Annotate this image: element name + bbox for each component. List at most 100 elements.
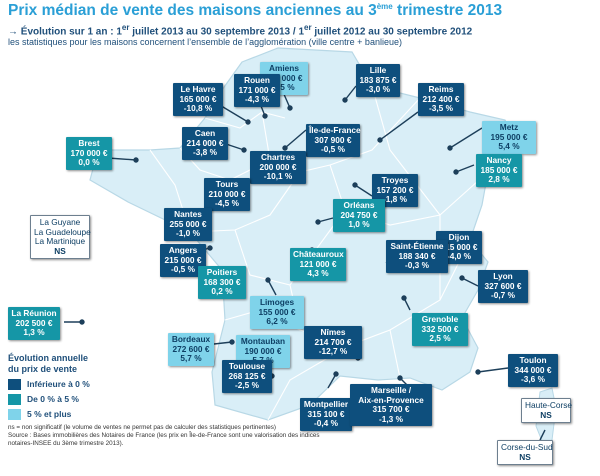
callout-reims: Reims 212 400 € -3,5 % <box>418 83 464 116</box>
callout-nimes-price: 214 700 € <box>314 336 352 347</box>
overseas-ns: NS <box>54 245 66 256</box>
callout-lareunion-change: 1,3 % <box>23 327 45 338</box>
callout-poitiers-change: 0,2 % <box>211 286 233 297</box>
legend-label-mid: De 0 % à 5 % <box>27 394 79 404</box>
legend-label-positive: 5 % et plus <box>27 409 72 419</box>
leader-caen <box>225 143 245 151</box>
callout-montpellier: Montpellier 315 100 € -0,4 % <box>300 398 352 431</box>
dot-lyon <box>459 275 465 281</box>
callout-marseille-name: Marseille / <box>370 385 412 395</box>
dot-bordeaux <box>229 339 235 345</box>
callout-troyes-price: 157 200 € <box>376 184 414 195</box>
callout-lyon-change: -0,7 % <box>491 290 515 301</box>
callout-limoges-change: 6,2 % <box>266 316 288 327</box>
callout-lille-change: -3,0 % <box>366 84 390 95</box>
callout-reims-change: -3,5 % <box>429 103 453 114</box>
callout-caen-change: -3,8 % <box>193 147 217 158</box>
callout-chartres-name: Chartres <box>260 152 296 162</box>
callout-marseille-name-1: Aix-en-Provence <box>358 394 424 405</box>
dot-marseille <box>397 375 403 381</box>
callout-orleans-price: 204 750 € <box>340 209 378 220</box>
note-source: Source : Bases immobilières des Notaires… <box>8 432 320 447</box>
callout-chartres: Chartres 200 000 € -10,1 % <box>250 151 306 184</box>
callout-bordeaux-price: 272 600 € <box>172 343 210 354</box>
callout-marseille-change: -1,3 % <box>379 413 403 424</box>
callout-caen-name: Caen <box>194 128 216 138</box>
dot-rouen <box>262 113 268 119</box>
callout-amiens-name: Amiens <box>269 63 299 73</box>
subtitle-sup2: er <box>304 23 312 32</box>
callout-orleans-change: 1,0 % <box>348 219 370 230</box>
callout-metz-price: 195 000 € <box>490 131 528 142</box>
callout-nancy-change: 2,8 % <box>488 174 510 185</box>
dot-limoges <box>265 277 271 283</box>
callout-rouen: Rouen 171 000 € -4,3 % <box>234 74 280 107</box>
title-main: Prix médian de vente des maisons ancienn… <box>8 2 377 20</box>
leader-corsedusud <box>539 429 546 441</box>
legend-swatch-mid <box>8 394 21 406</box>
corsedusud-box: Corse-du-Sud NS <box>497 440 553 466</box>
subtitle-part2: juillet 2013 au 30 septembre 2013 / 1 <box>129 26 305 38</box>
callout-rouen-price: 171 000 € <box>238 84 276 95</box>
callout-iledefrance-change: -0,5 % <box>321 144 345 155</box>
callout-toulon: Toulon 344 000 € -3,6 % <box>508 354 558 387</box>
callout-angers-change: -0,5 % <box>171 264 195 275</box>
callout-orleans-name: Orléans <box>343 200 375 210</box>
hautecorse-ns: NS <box>540 409 552 420</box>
callout-toulon-change: -3,6 % <box>521 374 545 385</box>
callout-angers-price: 215 000 € <box>164 254 202 265</box>
callout-dijon-price: 215 000 € <box>440 241 478 252</box>
hautecorse-box: Haute-Corse NS <box>521 398 572 424</box>
callout-chartres-price: 200 000 € <box>259 161 297 172</box>
callout-toulouse-change: -2,5 % <box>235 380 259 391</box>
callout-toulouse-name: Toulouse <box>228 361 266 371</box>
callout-saintetienne-change: -0,3 % <box>405 260 429 271</box>
dot-orleans <box>315 219 321 225</box>
callout-lehavre-price: 165 000 € <box>179 93 217 104</box>
dot-grenoble <box>401 295 407 301</box>
dot-amiens <box>287 105 293 111</box>
callout-troyes-change: -1,8 % <box>383 194 407 205</box>
leader-brest <box>107 157 137 161</box>
leader-limoges <box>267 279 277 296</box>
callout-angers-name: Angers <box>168 245 198 255</box>
legend-title: Évolution annuelle du prix de vente <box>8 353 88 375</box>
callout-lehavre-change: -10,8 % <box>183 103 213 114</box>
callout-tours-name: Tours <box>215 179 239 189</box>
dot-toulon <box>475 369 481 375</box>
legend-title-line2: du prix de vente <box>8 364 78 374</box>
callout-troyes: Troyes 157 200 € -1,8 % <box>372 174 418 207</box>
overseas-line3: La Martinique <box>34 236 86 247</box>
callout-brest-price: 170 000 € <box>70 147 108 158</box>
callout-toulon-name: Toulon <box>519 355 547 365</box>
callout-bordeaux: Bordeaux 272 600 €5,7 % <box>168 333 214 366</box>
callout-nancy: Nancy 185 000 €2,8 % <box>476 154 522 187</box>
overseas-line1: La Guyane <box>39 217 81 227</box>
callout-dijon-change: -4,0 % <box>447 251 471 262</box>
leader-nancy <box>455 164 475 173</box>
callout-toulouse: Toulouse 268 125 € -2,5 % <box>222 360 272 393</box>
corsedusud-ns: NS <box>519 451 531 462</box>
callout-saintetienne-name: Saint-Étienne <box>390 241 444 251</box>
dot-caen <box>241 147 247 153</box>
callout-lehavre-name: Le Havre <box>180 84 216 94</box>
callout-metz-change: 5,4 % <box>498 141 520 152</box>
callout-poitiers-price: 168 300 € <box>203 276 241 287</box>
callout-montauban-price: 190 000 € <box>244 345 282 356</box>
title-sup: ème <box>376 2 393 11</box>
callout-chartres-change: -10,1 % <box>263 171 293 182</box>
corsedusud-name: Corse-du-Sud <box>501 442 553 452</box>
callout-tours-change: -4,5 % <box>215 198 239 209</box>
callout-amiens-change: 0,5 % <box>273 82 295 93</box>
callout-rouen-name: Rouen <box>244 75 270 85</box>
callout-caen: Caen 214 000 € -3,8 % <box>182 127 228 160</box>
callout-lehavre: Le Havre 165 000 € -10,8 % <box>173 83 223 116</box>
title-end: trimestre 2013 <box>392 2 503 20</box>
callout-marseille: Marseille / Aix-en-Provence 315 700 € -1,3 … <box>350 384 432 427</box>
legend-item-mid: De 0 % à 5 % <box>8 394 79 406</box>
callout-lyon-price: 327 600 € <box>484 280 522 291</box>
callout-dijon-name: Dijon <box>448 232 470 242</box>
callout-marseille-price: 315 700 € <box>372 404 410 415</box>
callout-brest-change: 0,0 % <box>78 157 100 168</box>
subtitle-part1: Évolution sur 1 an : 1 <box>18 26 122 38</box>
